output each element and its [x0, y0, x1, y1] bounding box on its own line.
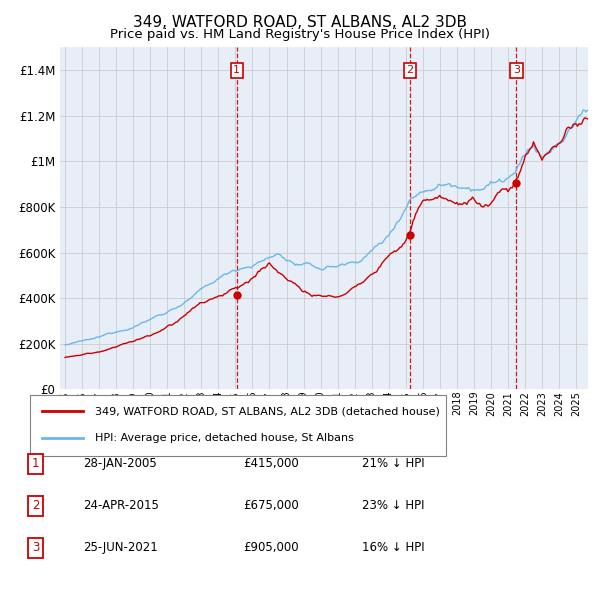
Text: 28-JAN-2005: 28-JAN-2005 [83, 457, 157, 470]
Text: 25-JUN-2021: 25-JUN-2021 [83, 542, 158, 555]
Text: 1: 1 [233, 65, 240, 76]
Text: 3: 3 [32, 542, 40, 555]
Text: Price paid vs. HM Land Registry's House Price Index (HPI): Price paid vs. HM Land Registry's House … [110, 28, 490, 41]
Text: 23% ↓ HPI: 23% ↓ HPI [362, 499, 425, 512]
Text: 24-APR-2015: 24-APR-2015 [83, 499, 159, 512]
Text: £905,000: £905,000 [244, 542, 299, 555]
Text: 2: 2 [406, 65, 413, 76]
Text: 349, WATFORD ROAD, ST ALBANS, AL2 3DB: 349, WATFORD ROAD, ST ALBANS, AL2 3DB [133, 15, 467, 30]
Text: 16% ↓ HPI: 16% ↓ HPI [362, 542, 425, 555]
Text: 2: 2 [32, 499, 40, 512]
Text: HPI: Average price, detached house, St Albans: HPI: Average price, detached house, St A… [95, 432, 354, 442]
Text: 1: 1 [32, 457, 40, 470]
Text: 3: 3 [513, 65, 520, 76]
Text: £675,000: £675,000 [244, 499, 299, 512]
Text: 349, WATFORD ROAD, ST ALBANS, AL2 3DB (detached house): 349, WATFORD ROAD, ST ALBANS, AL2 3DB (d… [95, 407, 440, 417]
FancyBboxPatch shape [30, 395, 446, 455]
Text: 21% ↓ HPI: 21% ↓ HPI [362, 457, 425, 470]
Text: £415,000: £415,000 [244, 457, 299, 470]
